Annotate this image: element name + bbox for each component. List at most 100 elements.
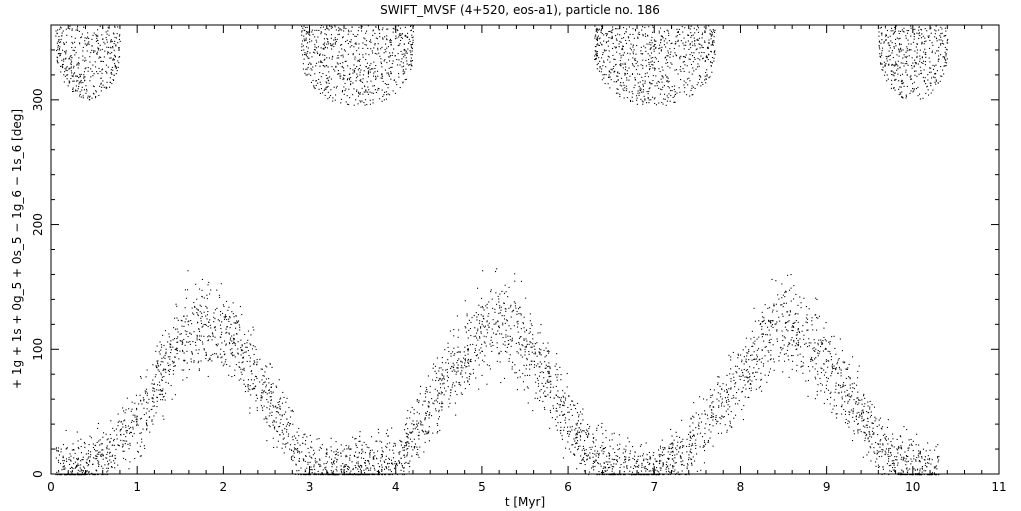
data-point [82,55,84,57]
data-point [882,443,884,445]
data-point [613,472,615,474]
data-point [852,387,854,389]
data-point [592,466,594,468]
data-point [378,466,380,468]
data-point [105,70,107,72]
data-point [56,32,58,34]
data-point [505,310,507,312]
data-point [918,444,920,446]
data-point [126,397,128,399]
data-point [585,433,587,435]
data-point [864,440,866,442]
data-point [602,448,604,450]
data-point [66,34,68,36]
data-point [55,448,57,450]
data-point [727,396,729,398]
data-point [193,302,195,304]
data-point [822,343,824,345]
data-point [869,426,871,428]
data-point [516,351,518,353]
data-point [905,464,907,466]
data-point [394,461,396,463]
data-point [539,366,541,368]
data-point [348,467,350,469]
data-point [72,67,74,69]
data-point [835,413,837,415]
data-point [184,330,186,332]
data-point [399,462,401,464]
data-point [458,382,460,384]
data-point [808,342,810,344]
data-point [311,56,313,58]
data-point [408,471,410,473]
data-point [253,353,255,355]
data-point [269,396,271,398]
data-point [544,395,546,397]
data-point [565,417,567,419]
data-point [519,376,521,378]
data-point [97,49,99,51]
data-point [658,449,660,451]
data-point [332,97,334,99]
data-point [603,447,605,449]
data-point [454,370,456,372]
data-point [907,460,909,462]
data-point [386,94,388,96]
data-point [332,55,334,57]
data-point [372,465,374,467]
data-point [234,344,236,346]
data-point [92,474,94,476]
data-point [333,463,335,465]
data-point [887,443,889,445]
data-point [495,333,497,335]
data-point [96,456,98,458]
data-point [87,97,89,99]
data-point [240,339,242,341]
data-point [416,454,418,456]
data-point [662,449,664,451]
data-point [243,369,245,371]
data-point [576,434,578,436]
data-point [285,425,287,427]
data-point [664,447,666,449]
data-point [602,474,604,476]
data-point [748,396,750,398]
data-point [370,80,372,82]
data-point [428,401,430,403]
data-point [613,466,615,468]
data-point [504,377,506,379]
data-point [594,450,596,452]
data-point [409,431,411,433]
data-point [816,394,818,396]
data-point [730,359,732,361]
data-point [862,425,864,427]
data-point [401,465,403,467]
data-point [369,453,371,455]
data-point [667,451,669,453]
data-point [422,424,424,426]
data-point [390,459,392,461]
data-point [392,31,394,33]
data-point [633,459,635,461]
data-point [466,313,468,315]
data-point [818,339,820,341]
data-point [693,435,695,437]
data-point [841,350,843,352]
data-point [730,388,732,390]
data-point [62,67,64,69]
data-point [523,316,525,318]
data-point [84,443,86,445]
data-point [788,376,790,378]
data-point [464,360,466,362]
data-point [325,452,327,454]
data-point [67,474,69,476]
data-point [272,421,274,423]
data-point [313,466,315,468]
data-point [483,341,485,343]
data-point [97,462,99,464]
data-point [163,356,165,358]
data-point [598,471,600,473]
data-point [834,347,836,349]
data-point [444,349,446,351]
data-point [108,25,110,27]
